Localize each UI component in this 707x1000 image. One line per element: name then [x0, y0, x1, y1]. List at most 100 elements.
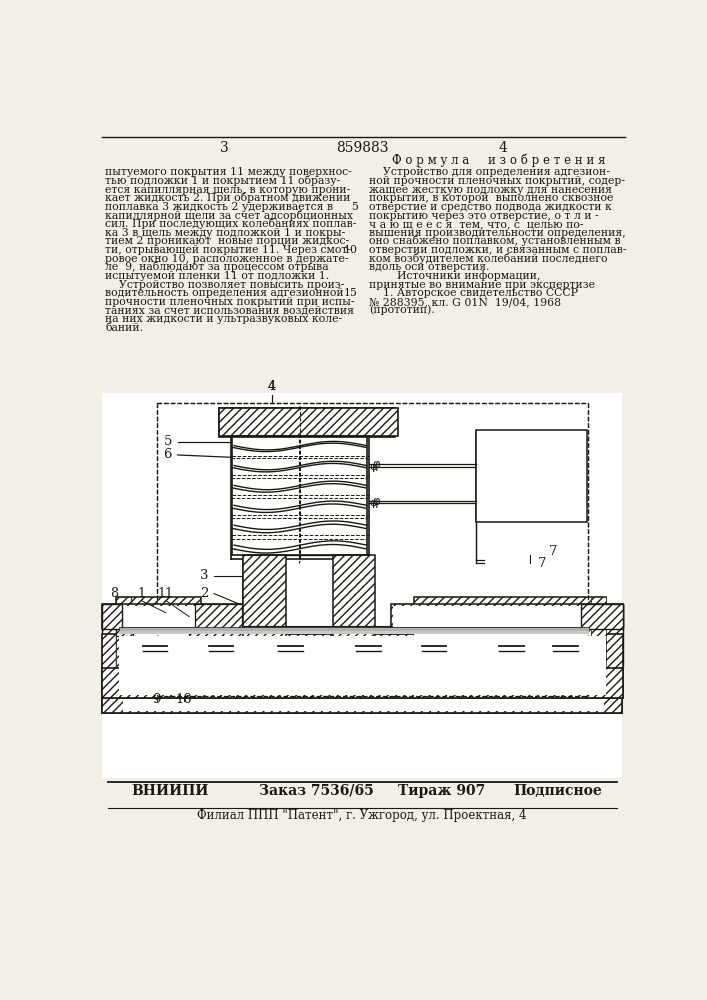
- Text: φ: φ: [370, 462, 377, 472]
- Text: тью подложки 1 и покрытием 11 образу-: тью подложки 1 и покрытием 11 образу-: [105, 175, 341, 186]
- Text: 15: 15: [344, 288, 358, 298]
- Bar: [103, 604, 242, 629]
- Bar: [391, 606, 587, 624]
- Text: ровое окно 10, расположенное в держате-: ровое окно 10, расположенное в держате-: [105, 254, 349, 264]
- Bar: [115, 597, 201, 667]
- Text: 1. Авторское свидетельство СССР: 1. Авторское свидетельство СССР: [369, 288, 578, 298]
- Text: тием 2 проникают  новые порции жидкос-: тием 2 проникают новые порции жидкос-: [105, 236, 349, 246]
- Text: 7: 7: [549, 545, 558, 558]
- Text: 4: 4: [268, 380, 276, 393]
- Bar: [218, 408, 395, 437]
- Bar: [103, 604, 126, 627]
- Bar: [103, 667, 622, 713]
- Text: покрытия, в которой  выполнено сквозное: покрытия, в которой выполнено сквозное: [369, 193, 613, 203]
- Bar: [123, 606, 240, 624]
- Text: Заказ 7536/65: Заказ 7536/65: [259, 784, 373, 798]
- Text: отверстии подложки, и связанным с поплав-: отверстии подложки, и связанным с поплав…: [369, 245, 626, 255]
- Text: баний.: баний.: [105, 323, 144, 333]
- Bar: [115, 597, 131, 667]
- Text: испытуемой пленки 11 от подложки 1.: испытуемой пленки 11 от подложки 1.: [105, 271, 329, 281]
- Bar: [195, 604, 242, 629]
- Text: Источники информации,: Источники информации,: [369, 270, 540, 281]
- Bar: [391, 604, 623, 627]
- Text: ч а ю щ е е с я  тем, что, с  целью по-: ч а ю щ е е с я тем, что, с целью по-: [369, 219, 583, 229]
- Bar: [123, 668, 604, 711]
- Bar: [103, 634, 623, 698]
- Bar: [580, 604, 623, 627]
- Bar: [119, 606, 211, 627]
- Text: (прототип).: (прототип).: [369, 305, 435, 315]
- Bar: [332, 559, 373, 671]
- Text: 9: 9: [152, 693, 160, 706]
- Text: 4: 4: [498, 141, 508, 155]
- Bar: [580, 604, 623, 667]
- Bar: [414, 605, 590, 644]
- Text: Устройство позволяет повысить произ-: Устройство позволяет повысить произ-: [105, 280, 345, 290]
- Text: ти, отрывающей покрытие 11. Через смот-: ти, отрывающей покрытие 11. Через смот-: [105, 245, 351, 255]
- Text: капиллярной щели за счет адсорбционных: капиллярной щели за счет адсорбционных: [105, 210, 354, 221]
- Text: покрытию через это отверстие, о т л и -: покрытию через это отверстие, о т л и -: [369, 211, 599, 221]
- Text: 10: 10: [344, 245, 358, 255]
- Text: 6: 6: [163, 448, 172, 461]
- Bar: [115, 597, 131, 667]
- Text: ной прочности пленочных покрытий, содер-: ной прочности пленочных покрытий, содер-: [369, 176, 625, 186]
- Bar: [119, 631, 589, 634]
- Text: вдоль оси отверстия.: вдоль оси отверстия.: [369, 262, 489, 272]
- Bar: [590, 597, 606, 667]
- Bar: [103, 590, 622, 774]
- Bar: [103, 667, 622, 713]
- Bar: [476, 430, 587, 522]
- Bar: [391, 604, 393, 627]
- Text: Филиал ППП "Патент", г. Ужгород, ул. Проектная, 4: Филиал ППП "Патент", г. Ужгород, ул. Про…: [197, 809, 527, 822]
- Bar: [218, 408, 398, 436]
- Text: таниях за счет использования воздействия: таниях за счет использования воздействия: [105, 305, 354, 315]
- Text: сил. При последующих колебаниях поплав-: сил. При последующих колебаниях поплав-: [105, 218, 357, 229]
- Bar: [131, 605, 189, 644]
- Bar: [115, 597, 131, 667]
- Bar: [189, 613, 243, 636]
- Text: ется капиллярная щель, в которую прони-: ется капиллярная щель, в которую прони-: [105, 185, 351, 195]
- Bar: [119, 627, 589, 631]
- Bar: [103, 604, 145, 667]
- Text: Ф о р м у л а     и з о б р е т е н и я: Ф о р м у л а и з о б р е т е н и я: [392, 153, 606, 167]
- Bar: [286, 555, 332, 669]
- Bar: [103, 668, 623, 698]
- Bar: [232, 436, 369, 555]
- Bar: [231, 437, 368, 559]
- Bar: [119, 636, 606, 671]
- Bar: [391, 604, 623, 629]
- Text: Подписное: Подписное: [513, 784, 602, 798]
- Text: 3: 3: [220, 141, 228, 155]
- Bar: [243, 555, 286, 669]
- Text: 8: 8: [110, 587, 118, 600]
- Text: водительность определения адгезионной: водительность определения адгезионной: [105, 288, 344, 298]
- Bar: [123, 626, 588, 630]
- Bar: [103, 394, 622, 771]
- Text: 2: 2: [200, 587, 209, 600]
- Text: на них жидкости и ультразвуковых коле-: на них жидкости и ультразвуковых коле-: [105, 314, 343, 324]
- Text: отверстие и средство подвода жидкости к: отверстие и средство подвода жидкости к: [369, 202, 612, 212]
- Text: 11: 11: [158, 587, 174, 600]
- Text: Тираж 907: Тираж 907: [398, 784, 486, 798]
- Bar: [131, 615, 216, 632]
- Text: φ: φ: [370, 498, 377, 508]
- Bar: [103, 393, 622, 771]
- Text: прочности пленочных покрытий при испы-: прочности пленочных покрытий при испы-: [105, 297, 355, 307]
- Text: ВНИИПИ: ВНИИПИ: [131, 784, 209, 798]
- Bar: [332, 555, 375, 669]
- Bar: [212, 604, 257, 627]
- Bar: [414, 597, 606, 667]
- Bar: [123, 630, 588, 632]
- Text: пытуемого покрытия 11 между поверхнос-: пытуемого покрытия 11 между поверхнос-: [105, 167, 352, 177]
- Bar: [115, 613, 132, 636]
- Bar: [119, 670, 606, 695]
- Text: принятые во внимание при экспертизе: принятые во внимание при экспертизе: [369, 280, 595, 290]
- Text: 5: 5: [164, 435, 172, 448]
- Text: ле  9, наблюдают за процессом отрыва: ле 9, наблюдают за процессом отрыва: [105, 261, 329, 272]
- Bar: [103, 604, 122, 629]
- Bar: [393, 606, 580, 627]
- Text: ком возбудителем колебаний последнего: ком возбудителем колебаний последнего: [369, 253, 607, 264]
- Bar: [476, 432, 585, 520]
- Text: 1: 1: [137, 587, 145, 600]
- Text: ка 3 в щель между подложкой 1 и покры-: ка 3 в щель между подложкой 1 и покры-: [105, 228, 346, 238]
